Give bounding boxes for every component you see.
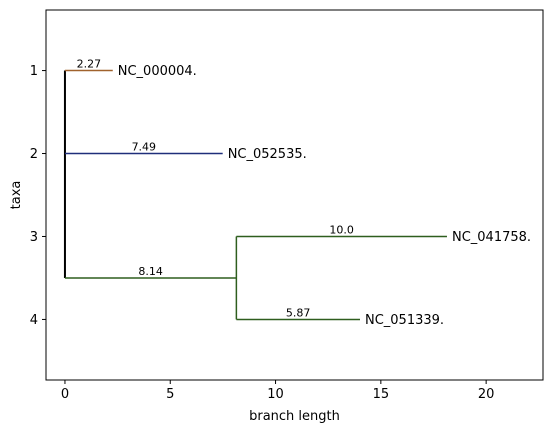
x-tick-label: 15 xyxy=(373,387,390,402)
branch-length-label: 5.87 xyxy=(286,306,311,319)
branch-length-label: 8.14 xyxy=(138,265,163,278)
branch-length-label: 10.0 xyxy=(329,223,354,236)
x-axis-label: branch length xyxy=(249,409,340,424)
x-tick-label: 10 xyxy=(267,387,284,402)
y-axis-label: taxa xyxy=(9,181,24,210)
y-tick-label: 1 xyxy=(30,64,38,79)
plot-frame xyxy=(45,9,544,381)
branch-length-label: 2.27 xyxy=(77,58,102,71)
y-tick-label: 4 xyxy=(30,313,38,328)
y-tick-label: 2 xyxy=(30,147,38,162)
x-tick-label: 20 xyxy=(478,387,495,402)
leaf-name-label: NC_041758. xyxy=(452,230,531,245)
leaf-name-label: NC_000004. xyxy=(118,64,197,79)
x-tick-label: 0 xyxy=(61,387,69,402)
plot-area xyxy=(46,10,543,380)
leaf-name-label: NC_051339. xyxy=(365,313,444,328)
x-tick-label: 5 xyxy=(166,387,174,402)
leaf-name-label: NC_052535. xyxy=(228,147,307,162)
y-tick-label: 3 xyxy=(30,230,38,245)
branch-length-label: 7.49 xyxy=(132,141,157,154)
